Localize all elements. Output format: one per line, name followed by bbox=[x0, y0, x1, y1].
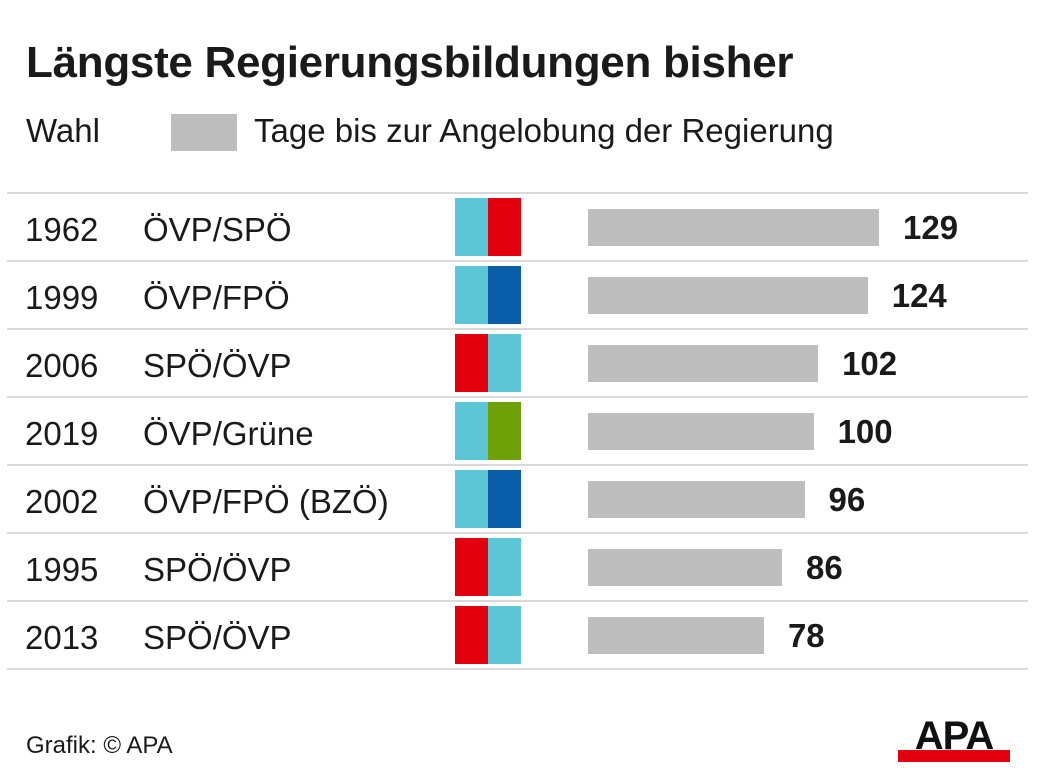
value-bar bbox=[588, 481, 805, 518]
legend-swatch bbox=[171, 114, 237, 151]
coalition-label: SPÖ/ÖVP bbox=[143, 551, 292, 588]
party-color-block bbox=[488, 198, 521, 256]
party-color-block bbox=[488, 266, 521, 324]
party-color-block bbox=[455, 606, 488, 664]
party-color-block bbox=[455, 198, 488, 256]
apa-logo-text: APA bbox=[915, 714, 994, 758]
legend-column-label: Wahl bbox=[26, 112, 100, 149]
coalition-label: ÖVP/FPÖ (BZÖ) bbox=[143, 483, 389, 520]
footer-credit: Grafik: © APA bbox=[26, 732, 173, 759]
year-label: 2006 bbox=[25, 347, 99, 384]
value-bar bbox=[588, 617, 764, 654]
chart-title: Längste Regierungsbildungen bisher bbox=[26, 38, 794, 87]
value-label: 96 bbox=[828, 481, 866, 518]
legend-bar-label: Tage bis zur Angelobung der Regierung bbox=[254, 112, 834, 149]
value-label: 100 bbox=[837, 413, 893, 450]
party-color-block bbox=[488, 606, 521, 664]
value-label: 86 bbox=[806, 549, 843, 586]
chart-row: 2019 ÖVP/Grüne 100 bbox=[7, 396, 1028, 464]
party-color-block bbox=[455, 334, 488, 392]
value-label: 124 bbox=[891, 277, 947, 314]
party-color-block bbox=[455, 538, 488, 596]
chart-row: 1995 SPÖ/ÖVP 86 bbox=[7, 532, 1028, 600]
chart-rows: 1962 ÖVP/SPÖ 129 1999 ÖVP/FPÖ 124 2006 SPÖ/ÖVP 1… bbox=[7, 192, 1028, 670]
coalition-label: ÖVP/Grüne bbox=[143, 415, 314, 452]
party-color-block bbox=[455, 266, 488, 324]
apa-logo-bar bbox=[898, 750, 1010, 762]
chart-row: 1999 ÖVP/FPÖ 124 bbox=[7, 260, 1028, 328]
party-color-block bbox=[488, 470, 521, 528]
year-label: 2019 bbox=[25, 415, 99, 452]
party-color-block bbox=[488, 538, 521, 596]
value-bar bbox=[588, 209, 879, 246]
party-color-block bbox=[455, 402, 488, 460]
party-color-block bbox=[488, 402, 521, 460]
coalition-label: SPÖ/ÖVP bbox=[143, 347, 292, 384]
chart-row: 1962 ÖVP/SPÖ 129 bbox=[7, 192, 1028, 260]
party-color-block bbox=[455, 470, 488, 528]
year-label: 1995 bbox=[25, 551, 99, 588]
chart-row: 2013 SPÖ/ÖVP 78 bbox=[7, 600, 1028, 670]
value-bar bbox=[588, 345, 819, 382]
party-color-block bbox=[488, 334, 521, 392]
year-label: 1962 bbox=[25, 211, 99, 248]
value-bar bbox=[588, 413, 814, 450]
coalition-label: ÖVP/SPÖ bbox=[143, 211, 292, 248]
year-label: 1999 bbox=[25, 279, 99, 316]
value-bar bbox=[588, 277, 868, 314]
value-bar bbox=[588, 549, 782, 586]
coalition-label: SPÖ/ÖVP bbox=[143, 619, 292, 656]
year-label: 2013 bbox=[25, 619, 99, 656]
chart-row: 2006 SPÖ/ÖVP 102 bbox=[7, 328, 1028, 396]
apa-logo: APA bbox=[898, 714, 1010, 762]
chart-row: 2002 ÖVP/FPÖ (BZÖ) 96 bbox=[7, 464, 1028, 532]
coalition-label: ÖVP/FPÖ bbox=[143, 279, 290, 316]
value-label: 78 bbox=[787, 617, 825, 654]
value-label: 129 bbox=[903, 209, 959, 246]
year-label: 2002 bbox=[25, 483, 99, 520]
value-label: 102 bbox=[842, 345, 898, 382]
